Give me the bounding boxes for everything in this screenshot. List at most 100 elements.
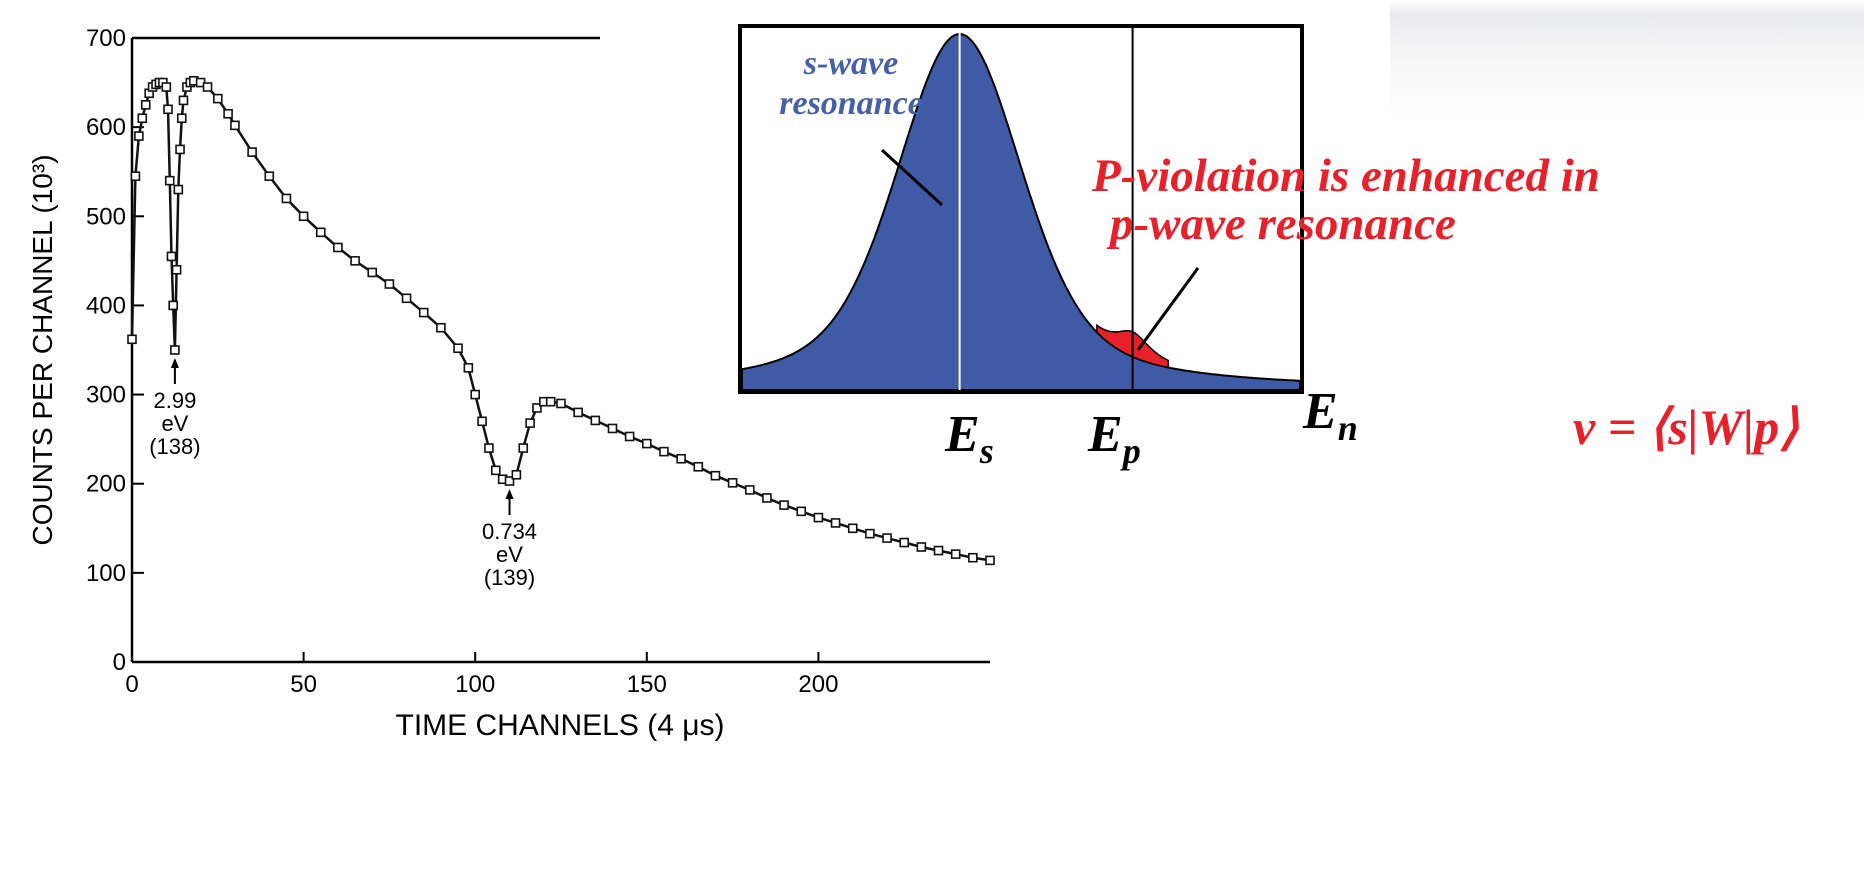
data-point (166, 251, 177, 262)
data-point (173, 184, 184, 195)
data-point (178, 95, 189, 106)
p-wave-pointer (1136, 267, 1200, 351)
s-wave-pointer (880, 148, 944, 207)
p-violation-label: P-violation is enhanced in p-wave resona… (1092, 152, 1600, 248)
y-tick-label: 600 (86, 114, 126, 141)
data-point (847, 523, 858, 534)
data-point (127, 334, 137, 345)
data-point (916, 542, 927, 552)
data-point (573, 407, 583, 418)
data-point (590, 415, 601, 426)
y-tick-label: 0 (113, 649, 126, 676)
chart-axes (130, 36, 990, 664)
es-axis-label: Es (945, 406, 994, 471)
data-point (607, 423, 618, 434)
s-wave-area (741, 32, 1301, 391)
data-point (933, 545, 944, 556)
data-point (556, 398, 566, 409)
data-point (350, 256, 360, 266)
y-tick-label: 100 (86, 560, 126, 587)
data-point (418, 307, 429, 318)
annotation-arrowhead (170, 358, 179, 368)
data-point (624, 431, 635, 442)
data-point (830, 518, 841, 528)
ep-axis-label: Ep (1088, 406, 1141, 471)
data-point (163, 104, 173, 115)
data-point (333, 242, 343, 253)
resonance-inset-chart (690, 0, 1390, 460)
annotation-arrowhead (505, 489, 514, 500)
data-point (171, 264, 182, 275)
data-point (762, 493, 772, 503)
y-axis-label: COUNTS PER CHANNEL (10³) (27, 154, 58, 545)
p-violation-line2: p-wave resonance (1110, 198, 1456, 250)
x-tick-label: 100 (455, 671, 495, 698)
data-point (247, 147, 257, 157)
data-point (525, 418, 535, 428)
data-point (950, 549, 961, 559)
data-point (436, 322, 446, 333)
data-point (693, 461, 704, 472)
data-point (168, 300, 178, 311)
data-point (470, 389, 481, 400)
data-point (727, 478, 738, 488)
data-point (230, 120, 240, 131)
y-tick-label: 400 (86, 292, 126, 319)
data-point (213, 93, 223, 104)
data-point (453, 343, 463, 354)
annotation-text: (139) (484, 565, 535, 590)
data-point (865, 528, 875, 539)
en-axis-label: En (1303, 383, 1358, 448)
p-violation-line1: P-violation is enhanced in (1092, 150, 1600, 202)
data-point (161, 82, 172, 92)
data-point (170, 345, 180, 355)
y-tick-label: 500 (86, 203, 126, 230)
data-point (532, 403, 542, 413)
chart-ticks: 0 100 200 300 400 500 600 700 0 50 100 150 200 (86, 25, 838, 698)
data-point (899, 537, 910, 548)
x-tick-label: 0 (125, 671, 138, 698)
data-point (315, 227, 326, 238)
matrix-element-formula: v = ⟨s|W|p⟩ (1573, 399, 1799, 455)
data-point (676, 453, 686, 464)
s-wave-resonance-label: s-wave resonance (746, 44, 956, 124)
data-points (127, 75, 995, 566)
data-point (504, 476, 515, 486)
data-point (164, 175, 175, 186)
x-axis-label: TIME CHANNELS (4 μs) (396, 709, 725, 742)
inset-frame (738, 24, 1304, 394)
annotation-text: eV (496, 542, 523, 567)
annotation-text: (138) (149, 434, 200, 459)
data-point (813, 512, 824, 523)
data-point (744, 485, 755, 495)
data-point (130, 171, 141, 181)
data-point (298, 211, 309, 222)
data-point (641, 438, 652, 449)
data-point (985, 555, 995, 566)
data-point (484, 443, 494, 453)
data-point (518, 443, 529, 453)
s-wave-label-line1: s-wave (803, 45, 899, 82)
data-point (401, 293, 412, 304)
y-tick-label: 700 (86, 25, 126, 52)
data-point (882, 533, 892, 543)
data-point (202, 82, 213, 92)
s-wave-label-line2: resonance (779, 85, 923, 122)
x-tick-label: 50 (290, 671, 317, 698)
data-point (264, 171, 275, 181)
data-point (223, 108, 233, 119)
data-point (463, 363, 474, 373)
data-point (175, 144, 185, 155)
data-point (140, 100, 151, 110)
data-point (796, 506, 807, 517)
y-tick-label: 200 (86, 471, 126, 498)
annotation-text: 0.734 (482, 519, 537, 544)
data-point (384, 279, 395, 289)
x-tick-label: 200 (798, 671, 838, 698)
x-tick-label: 150 (627, 671, 667, 698)
data-point (281, 193, 292, 204)
data-point (367, 267, 378, 278)
data-point (968, 552, 978, 563)
